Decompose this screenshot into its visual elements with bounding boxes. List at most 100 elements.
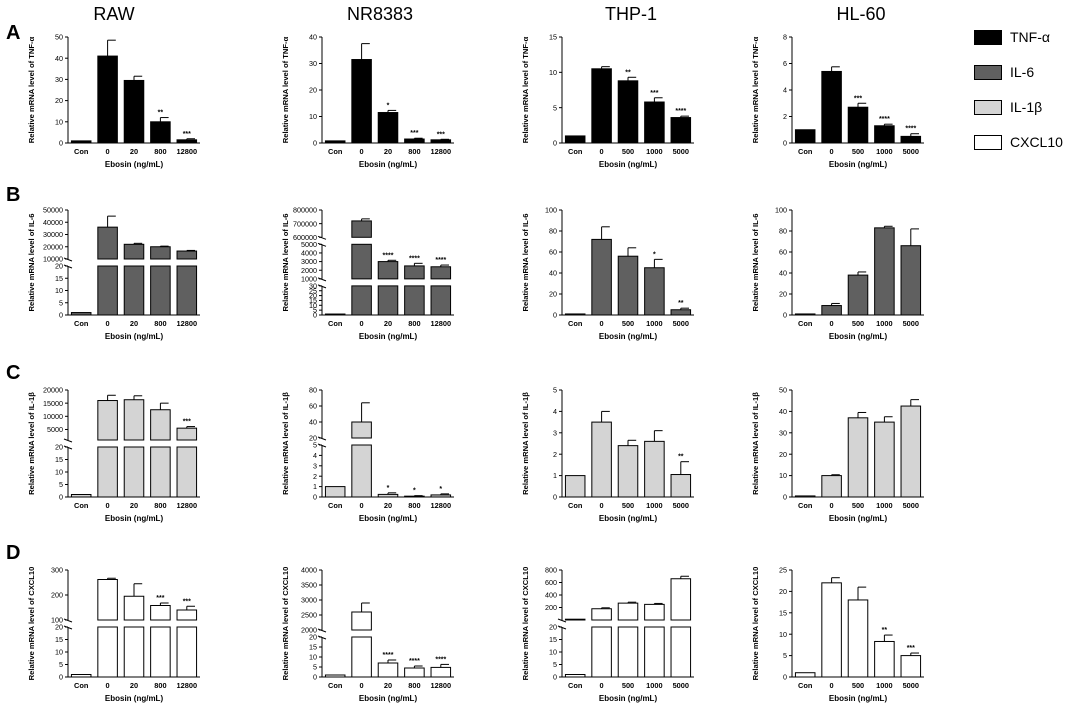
y-tick-label-b4: 100 [775, 206, 787, 215]
bar-b2-12800 [430, 285, 452, 316]
significance-c2-20: * [387, 485, 390, 492]
x-axis-title-d1: Ebosin (ng/mL) [105, 694, 164, 703]
bar-b1-800 [150, 265, 171, 316]
y-tick-label-b4: 20 [779, 290, 787, 299]
significance-a4-500: *** [854, 95, 862, 102]
axis-break-b2 [317, 277, 327, 282]
bar-d3-1000 [644, 603, 665, 621]
y-axis-title-d4: Relative mRNA level of CXCL10 [751, 567, 760, 681]
y-tick-label-c4: 0 [783, 493, 787, 502]
x-axis-title-b3: Ebosin (ng/mL) [599, 332, 658, 341]
x-tick-label-a4: 5000 [903, 147, 919, 156]
y-axis-title-c1: Relative mRNA level of IL-1β [27, 392, 36, 495]
x-tick-label-c3: Con [568, 501, 583, 510]
bar-b3-500 [617, 255, 639, 316]
bar-d3-500 [617, 602, 639, 621]
axis-break-c2 [317, 443, 327, 448]
x-tick-label-d1: Con [74, 681, 89, 690]
x-tick-label-a1: Con [74, 147, 89, 156]
legend-label-tnf-alpha: TNF-α [1010, 29, 1050, 45]
y-tick-label-d2: 10 [309, 653, 317, 662]
y-axis-title-c2: Relative mRNA level of IL-1β [281, 392, 290, 495]
y-axis-title-a1: Relative mRNA level of TNF-α [27, 36, 36, 143]
x-tick-label-c2: 800 [408, 501, 420, 510]
x-tick-label-b4: 500 [852, 319, 864, 328]
bar-d3-5000 [670, 578, 692, 621]
y-tick-label-d2: 20 [309, 633, 317, 642]
significance-c1-12800: *** [183, 419, 191, 426]
bar-d2-0 [351, 636, 372, 678]
x-tick-label-c1: 12800 [177, 501, 198, 510]
x-tick-label-a2: 12800 [431, 147, 452, 156]
significance-b2-12800: **** [435, 257, 446, 264]
bar-c1-0 [97, 400, 118, 441]
y-tick-label-c2: 2 [313, 472, 317, 481]
bar-a3-1000 [644, 101, 665, 144]
significance-b2-20: **** [383, 252, 394, 259]
y-tick-label-c3: 3 [553, 428, 557, 437]
bar-a1-0 [97, 55, 118, 144]
y-tick-label-c3: 2 [553, 450, 557, 459]
y-tick-label-d2: 15 [309, 643, 317, 652]
x-tick-label-d3: 1000 [646, 681, 662, 690]
y-axis-title-d2: Relative mRNA level of CXCL10 [281, 567, 290, 681]
x-tick-label-c1: Con [74, 501, 89, 510]
x-tick-label-b4: Con [798, 319, 813, 328]
y-tick-label-b2: 15 [309, 296, 317, 305]
y-tick-label-b3: 100 [545, 206, 557, 215]
bar-a4-5000 [900, 135, 922, 144]
x-tick-label-d1: 800 [154, 681, 166, 690]
y-tick-label-c2: 60 [309, 402, 317, 411]
bar-b2-0 [351, 220, 372, 238]
y-tick-label-d1: 15 [55, 635, 63, 644]
significance-c3-5000: ** [678, 454, 684, 461]
y-tick-label-b2: 0 [313, 311, 317, 320]
significance-b2-800: **** [409, 255, 420, 262]
y-tick-label-b3: 20 [549, 290, 557, 299]
x-tick-label-d4: 0 [830, 681, 834, 690]
significance-d2-20: **** [383, 652, 394, 659]
x-tick-label-d2: 12800 [431, 681, 452, 690]
x-tick-label-c4: 0 [830, 501, 834, 510]
significance-a2-800: *** [410, 130, 418, 137]
x-tick-label-a3: Con [568, 147, 583, 156]
y-axis-title-b4: Relative mRNA level of IL-6 [751, 213, 760, 311]
bar-d1-0 [97, 626, 118, 678]
y-tick-label-b1: 15 [55, 274, 63, 283]
y-tick-label-c1: 15 [55, 455, 63, 464]
bar-d1-800 [150, 605, 171, 621]
significance-d1-800: *** [156, 595, 164, 602]
x-tick-label-d3: Con [568, 681, 583, 690]
legend-swatch-tnf-alpha [974, 29, 1002, 45]
y-tick-label-c2: 80 [309, 386, 317, 395]
x-axis-title-c1: Ebosin (ng/mL) [105, 514, 164, 523]
y-tick-label-d2: 2000 [301, 626, 317, 635]
y-tick-label-a4: 4 [783, 86, 787, 95]
bar-b1-0 [97, 226, 118, 260]
x-tick-label-d4: Con [798, 681, 813, 690]
y-tick-label-b1: 20 [55, 262, 63, 271]
x-tick-label-b3: 500 [622, 319, 634, 328]
y-tick-label-b2: 25 [309, 286, 317, 295]
y-tick-label-b2: 5000 [301, 240, 317, 249]
y-tick-label-b1: 40000 [43, 218, 63, 227]
bar-b4-Con [794, 313, 816, 316]
y-axis-title-b1: Relative mRNA level of IL-6 [27, 213, 36, 311]
bar-a1-20 [123, 79, 145, 144]
y-tick-label-c1: 10 [55, 468, 63, 477]
bar-b2-Con [324, 313, 346, 316]
legend-swatch-il6 [974, 64, 1002, 80]
x-tick-label-a1: 0 [106, 147, 110, 156]
y-tick-label-d3: 20 [549, 623, 557, 632]
x-tick-label-a4: 0 [830, 147, 834, 156]
y-tick-label-b2: 10 [309, 301, 317, 310]
legend-swatch-il1beta [974, 99, 1002, 115]
x-tick-label-d1: 12800 [177, 681, 198, 690]
legend-label-cxcl10: CXCL10 [1010, 134, 1063, 150]
y-tick-label-b1: 10000 [43, 255, 63, 264]
bar-b1-20 [123, 243, 145, 260]
x-axis-title-c3: Ebosin (ng/mL) [599, 514, 658, 523]
bar-d4-500 [847, 599, 869, 678]
bar-c2-12800 [430, 494, 452, 498]
